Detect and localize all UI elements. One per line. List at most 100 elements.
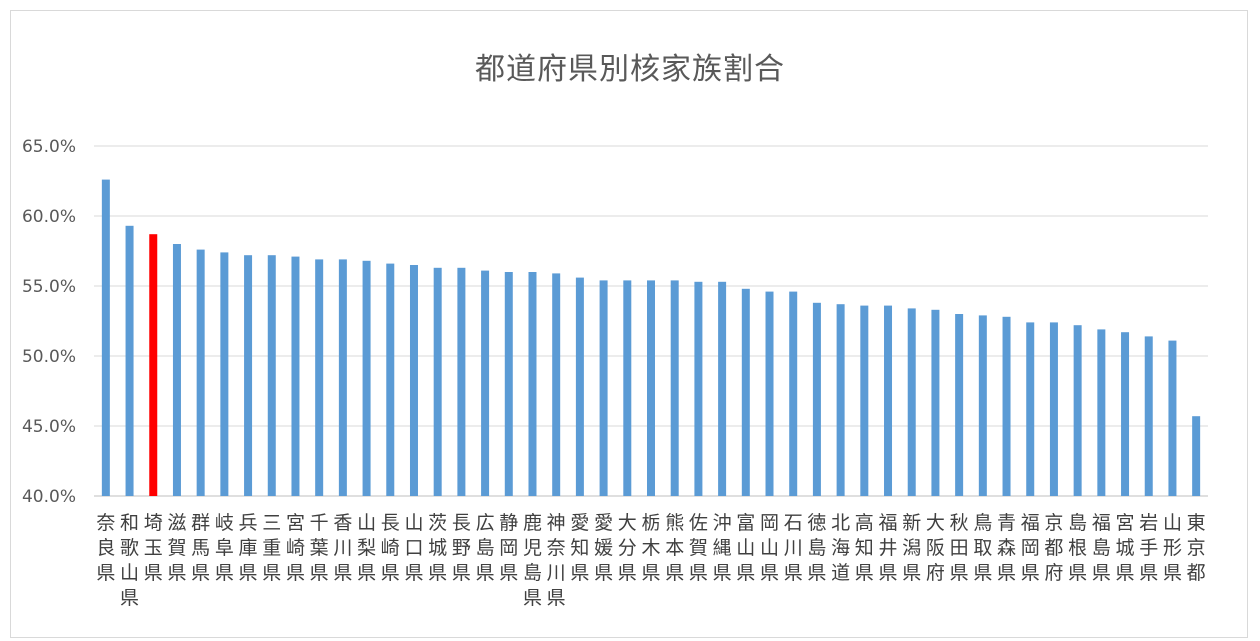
x-tick-label: 石川県 bbox=[784, 512, 803, 584]
bar-25 bbox=[694, 281, 703, 496]
x-tick-label: 福井県 bbox=[879, 512, 898, 584]
bar-16 bbox=[481, 270, 490, 496]
x-tick-label: 佐賀県 bbox=[689, 512, 708, 584]
bar-0 bbox=[101, 179, 110, 496]
bar-13 bbox=[409, 265, 418, 496]
bar-31 bbox=[836, 304, 845, 496]
x-tick-label: 広島県 bbox=[476, 512, 495, 584]
x-tick-label: 山梨県 bbox=[357, 512, 376, 584]
bar-8 bbox=[291, 256, 300, 496]
x-tick-label: 千葉県 bbox=[310, 512, 329, 584]
bar-2 bbox=[149, 234, 158, 496]
x-tick-label: 山口県 bbox=[404, 512, 423, 584]
y-tick-label: 55.0% bbox=[22, 277, 76, 297]
bar-21 bbox=[599, 280, 608, 496]
x-tick-label: 宮城県 bbox=[1116, 512, 1135, 584]
bar-7 bbox=[267, 255, 276, 496]
x-tick-label: 茨城県 bbox=[428, 512, 447, 584]
bar-5 bbox=[220, 252, 229, 496]
bar-34 bbox=[907, 308, 916, 496]
bar-14 bbox=[433, 267, 442, 496]
x-tick-label: 新潟県 bbox=[902, 512, 921, 584]
x-tick-label: 鹿児島県 bbox=[523, 512, 542, 609]
bar-29 bbox=[789, 291, 798, 496]
x-tick-label: 長野県 bbox=[452, 512, 471, 584]
x-tick-label: 沖縄県 bbox=[713, 512, 732, 584]
bar-6 bbox=[244, 255, 253, 496]
bar-37 bbox=[978, 315, 987, 496]
x-tick-label: 青森県 bbox=[997, 512, 1016, 584]
bar-26 bbox=[718, 281, 727, 496]
y-tick-label: 65.0% bbox=[22, 137, 76, 157]
x-tick-label: 埼玉県 bbox=[144, 512, 163, 584]
x-tick-label: 静岡県 bbox=[499, 512, 518, 584]
x-tick-label: 徳島県 bbox=[807, 512, 826, 584]
x-tick-label: 栃木県 bbox=[641, 512, 660, 584]
y-tick-label: 45.0% bbox=[22, 417, 76, 437]
x-tick-label: 秋田県 bbox=[950, 512, 969, 584]
bar-32 bbox=[860, 305, 869, 496]
x-tick-label: 鳥取県 bbox=[973, 512, 992, 584]
x-tick-label: 岡山県 bbox=[760, 512, 779, 584]
chart-title: 都道府県別核家族割合 bbox=[475, 52, 785, 87]
x-tick-label: 愛知県 bbox=[570, 512, 589, 584]
bar-22 bbox=[623, 280, 632, 496]
bar-19 bbox=[552, 273, 561, 496]
bar-45 bbox=[1168, 340, 1177, 496]
bar-44 bbox=[1144, 336, 1153, 496]
x-tick-label: 長崎県 bbox=[381, 512, 400, 584]
bar-28 bbox=[765, 291, 774, 496]
x-tick-label: 岩手県 bbox=[1139, 512, 1158, 584]
bar-30 bbox=[812, 302, 821, 496]
x-tick-label: 兵庫県 bbox=[239, 512, 258, 584]
x-tick-label: 愛媛県 bbox=[594, 512, 613, 584]
bar-12 bbox=[386, 263, 395, 496]
x-tick-label: 島根県 bbox=[1068, 512, 1087, 584]
bar-27 bbox=[741, 288, 750, 496]
x-tick-label: 高知県 bbox=[855, 512, 874, 584]
bar-4 bbox=[196, 249, 205, 496]
bar-41 bbox=[1073, 325, 1082, 496]
bars bbox=[101, 179, 1201, 497]
bar-38 bbox=[1002, 316, 1011, 496]
y-tick-label: 40.0% bbox=[22, 487, 76, 507]
bar-23 bbox=[647, 280, 655, 496]
y-axis-ticks: 40.0% 45.0% 50.0% 55.0% 60.0% 65.0% bbox=[22, 137, 76, 507]
x-tick-label: 北海道 bbox=[831, 512, 850, 584]
x-tick-label: 大分県 bbox=[618, 512, 637, 584]
x-tick-label: 神奈川県 bbox=[547, 512, 566, 609]
bar-1 bbox=[125, 225, 134, 497]
bar-42 bbox=[1097, 329, 1106, 496]
y-tick-label: 60.0% bbox=[22, 207, 76, 227]
bar-9 bbox=[315, 259, 324, 496]
bar-10 bbox=[338, 259, 347, 496]
x-tick-label: 宮崎県 bbox=[286, 512, 305, 584]
bar-46 bbox=[1192, 416, 1201, 496]
x-tick-label: 福島県 bbox=[1092, 512, 1111, 584]
x-tick-label: 香川県 bbox=[333, 512, 352, 584]
x-tick-label: 東京都 bbox=[1187, 512, 1206, 584]
bar-40 bbox=[1049, 322, 1058, 496]
x-tick-label: 京都府 bbox=[1044, 512, 1063, 584]
bar-3 bbox=[172, 244, 181, 496]
y-tick-label: 50.0% bbox=[22, 347, 76, 367]
bar-39 bbox=[1026, 322, 1035, 496]
x-tick-label: 岐阜県 bbox=[215, 512, 234, 584]
bar-33 bbox=[884, 305, 893, 496]
bar-15 bbox=[457, 267, 466, 496]
x-tick-label: 滋賀県 bbox=[167, 512, 186, 584]
bar-11 bbox=[362, 260, 371, 496]
bar-43 bbox=[1121, 332, 1130, 496]
x-tick-label: 熊本県 bbox=[665, 512, 684, 584]
x-tick-label: 山形県 bbox=[1163, 512, 1182, 584]
x-tick-label: 三重県 bbox=[262, 512, 281, 584]
x-tick-label: 福岡県 bbox=[1021, 512, 1040, 584]
bar-24 bbox=[670, 280, 679, 496]
x-tick-label: 奈良県 bbox=[96, 512, 115, 584]
x-axis-labels: 奈良県和歌山県埼玉県滋賀県群馬県岐阜県兵庫県三重県宮崎県千葉県香川県山梨県長崎県… bbox=[96, 512, 1205, 609]
bar-20 bbox=[575, 277, 584, 496]
x-tick-label: 大阪府 bbox=[926, 512, 945, 584]
bar-35 bbox=[931, 309, 940, 496]
x-tick-label: 和歌山県 bbox=[120, 512, 139, 609]
